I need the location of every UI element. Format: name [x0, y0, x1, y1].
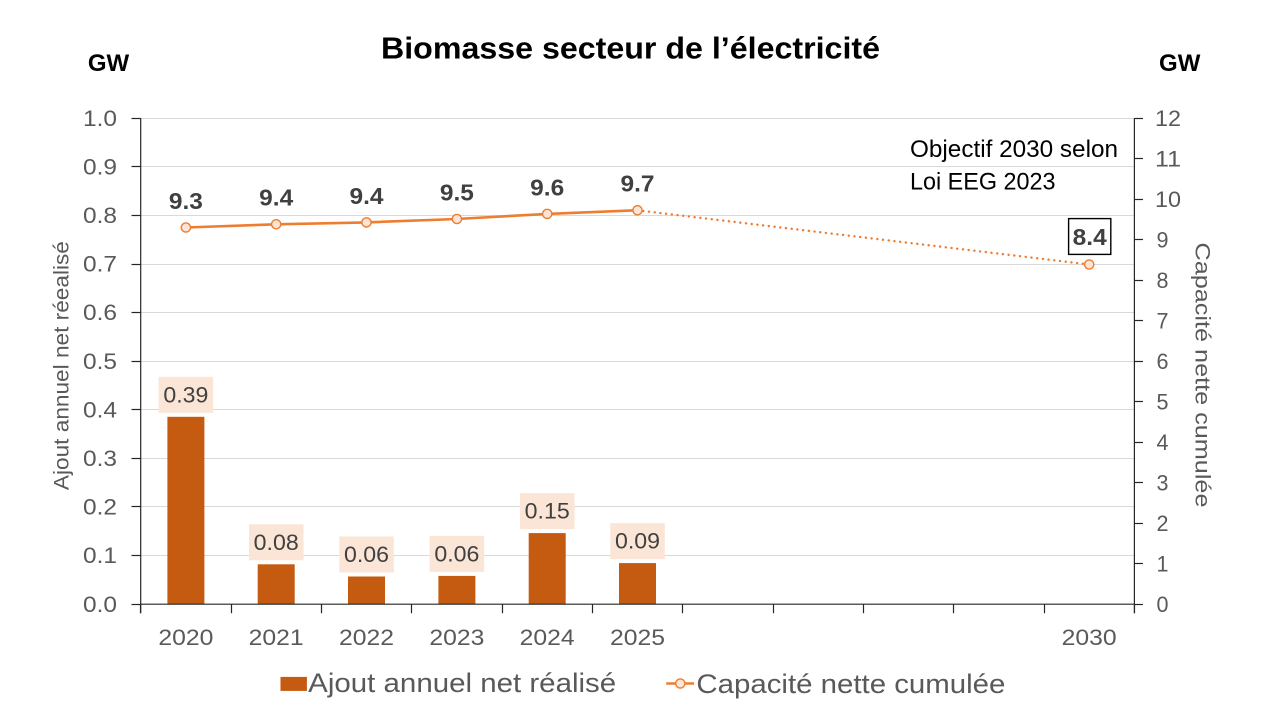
svg-text:3: 3: [1157, 470, 1169, 495]
svg-text:12: 12: [1155, 106, 1181, 131]
svg-text:0.0: 0.0: [83, 592, 117, 617]
svg-text:0.6: 0.6: [83, 300, 117, 325]
svg-text:Biomasse secteur de l’électric: Biomasse secteur de l’électricité: [381, 31, 880, 66]
svg-text:0.5: 0.5: [83, 349, 117, 374]
svg-text:0.06: 0.06: [434, 541, 479, 566]
svg-text:0.39: 0.39: [163, 382, 208, 407]
svg-text:9.7: 9.7: [621, 171, 655, 197]
svg-text:0.2: 0.2: [83, 495, 117, 520]
svg-text:GW: GW: [1159, 50, 1201, 77]
svg-text:Objectif 2030 selon: Objectif 2030 selon: [910, 136, 1118, 163]
svg-text:2: 2: [1157, 511, 1169, 536]
svg-text:0: 0: [1157, 592, 1169, 617]
svg-text:11: 11: [1155, 146, 1181, 171]
svg-text:Ajout annuel net réealisé: Ajout annuel net réealisé: [51, 241, 74, 490]
svg-text:2022: 2022: [339, 625, 394, 650]
svg-text:1.0: 1.0: [83, 106, 117, 131]
svg-text:0.8: 0.8: [83, 203, 117, 228]
svg-text:0.15: 0.15: [525, 499, 570, 524]
svg-text:1: 1: [1157, 551, 1169, 576]
svg-text:0.1: 0.1: [83, 543, 117, 568]
svg-text:9.5: 9.5: [440, 179, 474, 205]
svg-text:7: 7: [1157, 308, 1169, 333]
svg-text:0.4: 0.4: [83, 397, 117, 422]
svg-text:9.4: 9.4: [350, 183, 384, 209]
svg-text:Ajout annuel net réalisé: Ajout annuel net réalisé: [308, 668, 616, 698]
svg-text:10: 10: [1155, 187, 1181, 212]
svg-text:0.09: 0.09: [615, 529, 660, 554]
svg-text:2025: 2025: [610, 625, 665, 650]
svg-text:8: 8: [1157, 268, 1169, 293]
svg-text:Loi EEG 2023: Loi EEG 2023: [910, 169, 1056, 196]
svg-text:0.7: 0.7: [83, 252, 117, 277]
svg-text:Capacité nette cumulée: Capacité nette cumulée: [696, 669, 1005, 699]
svg-text:9.6: 9.6: [530, 174, 564, 200]
svg-text:2021: 2021: [249, 625, 304, 650]
svg-text:0.9: 0.9: [83, 154, 117, 179]
svg-text:9: 9: [1157, 227, 1169, 252]
svg-text:8.4: 8.4: [1073, 224, 1107, 250]
svg-text:2020: 2020: [158, 625, 213, 650]
svg-text:2030: 2030: [1062, 625, 1117, 650]
svg-text:0.08: 0.08: [254, 530, 299, 555]
svg-text:Capacité nette cumulée: Capacité nette cumulée: [1191, 243, 1214, 508]
svg-text:5: 5: [1157, 389, 1169, 414]
svg-text:6: 6: [1157, 349, 1169, 374]
svg-text:0.06: 0.06: [344, 542, 389, 567]
svg-text:2023: 2023: [429, 625, 484, 650]
svg-text:0.3: 0.3: [83, 446, 117, 471]
svg-text:4: 4: [1157, 430, 1169, 455]
svg-text:9.3: 9.3: [169, 188, 203, 214]
svg-text:2024: 2024: [520, 625, 575, 650]
svg-text:9.4: 9.4: [259, 185, 293, 211]
svg-text:GW: GW: [88, 50, 130, 77]
